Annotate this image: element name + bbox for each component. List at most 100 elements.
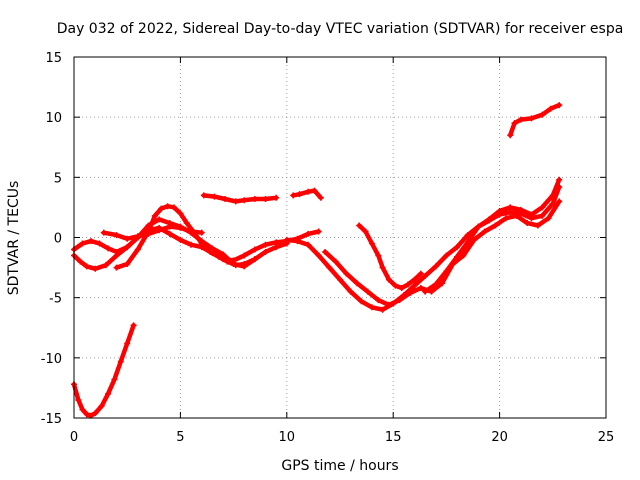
data-point	[549, 192, 556, 199]
data-point	[198, 229, 205, 236]
data-point	[113, 264, 120, 271]
data-point	[200, 192, 207, 199]
data-point	[471, 236, 478, 243]
data-point	[145, 230, 152, 237]
grid	[74, 57, 606, 418]
data-point	[368, 240, 375, 247]
data-point	[356, 222, 363, 229]
data-point	[215, 253, 222, 260]
data-point	[241, 260, 248, 267]
x-tick-label: 20	[491, 430, 508, 445]
data-point	[166, 223, 173, 230]
data-point	[375, 252, 382, 259]
data-point	[124, 340, 131, 347]
y-tick-label: -10	[41, 352, 62, 367]
data-point	[92, 265, 99, 272]
data-point	[524, 220, 531, 227]
data-point	[347, 288, 354, 295]
data-point	[166, 230, 173, 237]
data-point	[262, 248, 269, 255]
data-point	[77, 258, 84, 265]
data-point	[294, 238, 301, 245]
y-tick-label: -5	[49, 292, 62, 307]
data-point	[183, 220, 190, 227]
data-point	[273, 194, 280, 201]
data-point	[105, 245, 112, 252]
data-point	[528, 211, 535, 218]
data-point	[134, 233, 141, 240]
data-point	[385, 301, 392, 308]
data-point	[102, 262, 109, 269]
data-point	[481, 228, 488, 235]
data-point	[222, 195, 229, 202]
data-point	[539, 212, 546, 219]
data-point	[251, 195, 258, 202]
data-point	[164, 203, 171, 210]
data-point	[517, 206, 524, 213]
y-tick-label: 15	[45, 51, 62, 66]
x-tick-label: 0	[70, 430, 78, 445]
data-point	[105, 390, 112, 397]
data-point	[556, 198, 563, 205]
data-point	[290, 192, 297, 199]
data-point	[417, 285, 424, 292]
data-point	[83, 411, 90, 418]
data-point	[305, 188, 312, 195]
data-point	[98, 402, 105, 409]
data-point	[454, 244, 461, 251]
data-point	[507, 204, 514, 211]
data-point	[507, 132, 514, 139]
x-tick-label: 15	[385, 430, 402, 445]
chart-title: Day 032 of 2022, Sidereal Day-to-day VTE…	[57, 21, 624, 37]
data-point	[364, 288, 371, 295]
data-point	[405, 281, 412, 288]
data-point	[232, 262, 239, 269]
data-point	[539, 111, 546, 118]
data-point	[513, 212, 520, 219]
data-point	[326, 264, 333, 271]
data-point	[556, 102, 563, 109]
data-point	[251, 256, 258, 263]
data-point	[88, 238, 95, 245]
data-point	[464, 239, 471, 246]
data-point	[209, 245, 216, 252]
data-point	[502, 215, 509, 222]
data-point	[475, 223, 482, 230]
data-point	[398, 285, 405, 292]
data-point	[151, 212, 158, 219]
data-point	[111, 376, 118, 383]
data-point	[188, 228, 195, 235]
data-point	[439, 280, 446, 287]
data-point	[443, 252, 450, 259]
data-point	[547, 105, 554, 112]
data-point	[492, 222, 499, 229]
data-point	[134, 246, 141, 253]
data-point	[358, 298, 365, 305]
data-point	[188, 241, 195, 248]
data-point	[79, 240, 86, 247]
data-point	[379, 264, 386, 271]
data-point	[75, 396, 82, 403]
data-point	[549, 200, 556, 207]
data-point	[454, 253, 461, 260]
data-point	[262, 241, 269, 248]
data-point	[485, 216, 492, 223]
data-point	[354, 280, 361, 287]
data-point	[124, 235, 131, 242]
data-point	[113, 248, 120, 255]
data-point	[385, 276, 392, 283]
data-point	[464, 232, 471, 239]
data-point	[317, 194, 324, 201]
data-point	[417, 270, 424, 277]
data-point	[124, 244, 131, 251]
data-point	[156, 227, 163, 234]
x-tick-label: 5	[176, 430, 184, 445]
data-point	[96, 240, 103, 247]
data-point	[305, 241, 312, 248]
data-point	[79, 406, 86, 413]
data-point	[362, 228, 369, 235]
data-point	[232, 198, 239, 205]
data-point	[296, 191, 303, 198]
data-point	[83, 263, 90, 270]
